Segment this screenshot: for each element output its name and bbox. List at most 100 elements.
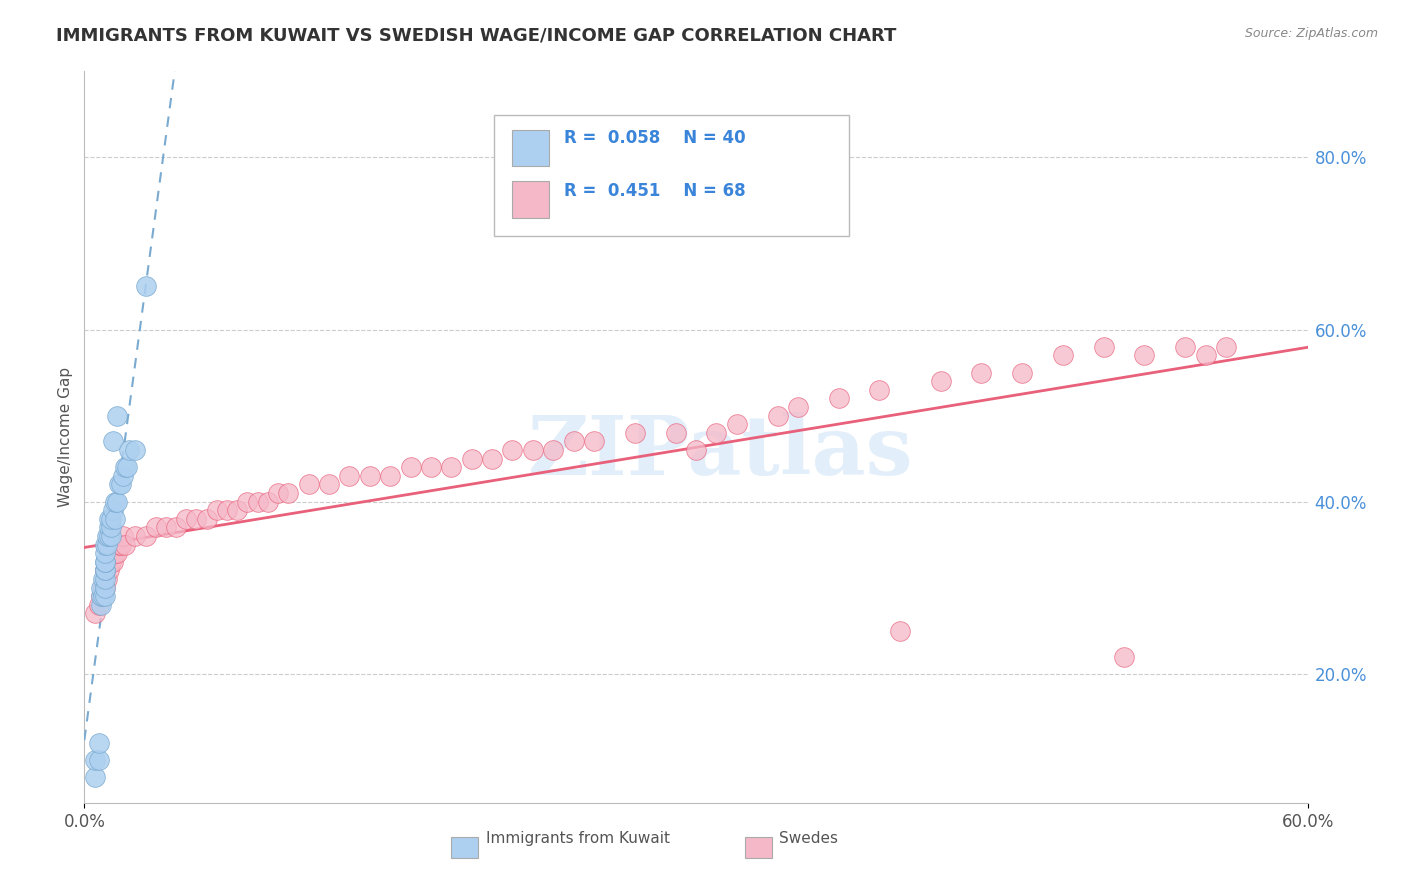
- Point: [90, 598, 112, 612]
- Point: [929, 374, 952, 388]
- Point: [685, 442, 707, 457]
- Text: R =  0.058    N = 40: R = 0.058 N = 40: [564, 129, 745, 147]
- Point: [118, 442, 141, 457]
- Point: [101, 503, 124, 517]
- Point: [1215, 340, 1237, 354]
- Point: [108, 477, 131, 491]
- Point: [440, 460, 463, 475]
- Point: [115, 460, 138, 475]
- Point: [112, 468, 135, 483]
- Bar: [513, 181, 550, 218]
- Point: [93, 572, 115, 586]
- Bar: [745, 838, 772, 858]
- Text: R =  0.451    N = 68: R = 0.451 N = 68: [564, 182, 745, 200]
- Point: [101, 555, 124, 569]
- Point: [339, 468, 361, 483]
- Point: [91, 572, 114, 586]
- Point: [236, 494, 259, 508]
- Point: [970, 366, 993, 380]
- Point: [97, 520, 120, 534]
- Point: [725, 417, 748, 432]
- Point: [93, 581, 115, 595]
- Point: [1011, 366, 1033, 380]
- Point: [105, 494, 128, 508]
- Point: [87, 598, 110, 612]
- Point: [543, 442, 565, 457]
- Point: [298, 477, 321, 491]
- FancyBboxPatch shape: [494, 115, 849, 235]
- Point: [83, 770, 105, 784]
- Bar: [451, 838, 478, 858]
- Text: Swedes: Swedes: [779, 831, 838, 847]
- Point: [502, 442, 524, 457]
- Point: [114, 460, 136, 475]
- Point: [706, 425, 728, 440]
- Point: [186, 512, 208, 526]
- Point: [380, 468, 402, 483]
- Point: [108, 538, 131, 552]
- Point: [93, 555, 115, 569]
- Point: [100, 520, 122, 534]
- Point: [399, 460, 422, 475]
- Point: [100, 512, 122, 526]
- Point: [267, 486, 290, 500]
- Point: [110, 477, 132, 491]
- Point: [195, 512, 218, 526]
- Point: [93, 589, 115, 603]
- Point: [104, 546, 127, 560]
- Point: [91, 589, 114, 603]
- Point: [562, 434, 585, 449]
- Point: [93, 564, 115, 578]
- Point: [100, 555, 122, 569]
- Y-axis label: Wage/Income Gap: Wage/Income Gap: [58, 367, 73, 508]
- Point: [624, 425, 647, 440]
- Point: [105, 409, 128, 423]
- Point: [90, 589, 112, 603]
- Point: [87, 735, 110, 749]
- Text: Immigrants from Kuwait: Immigrants from Kuwait: [485, 831, 669, 847]
- Point: [93, 581, 115, 595]
- Point: [91, 581, 114, 595]
- Point: [90, 589, 112, 603]
- Point: [766, 409, 789, 423]
- Point: [1114, 649, 1136, 664]
- Point: [155, 520, 177, 534]
- Point: [420, 460, 443, 475]
- Point: [93, 538, 115, 552]
- Point: [87, 753, 110, 767]
- Point: [145, 520, 167, 534]
- Point: [217, 503, 239, 517]
- Point: [124, 529, 146, 543]
- Point: [105, 546, 128, 560]
- Point: [135, 529, 157, 543]
- Point: [97, 546, 120, 560]
- Point: [481, 451, 503, 466]
- Point: [828, 392, 851, 406]
- Point: [1174, 340, 1197, 354]
- Point: [1133, 348, 1156, 362]
- Point: [104, 512, 127, 526]
- Point: [101, 434, 124, 449]
- Point: [96, 538, 118, 552]
- Point: [1052, 348, 1074, 362]
- Point: [889, 624, 911, 638]
- Point: [97, 529, 120, 543]
- Point: [277, 486, 299, 500]
- Point: [583, 434, 606, 449]
- Point: [93, 555, 115, 569]
- Point: [205, 503, 228, 517]
- Point: [246, 494, 269, 508]
- Point: [318, 477, 340, 491]
- Point: [257, 494, 280, 508]
- Point: [665, 425, 688, 440]
- Point: [461, 451, 484, 466]
- Point: [359, 468, 381, 483]
- Point: [96, 529, 118, 543]
- Point: [226, 503, 249, 517]
- Point: [100, 529, 122, 543]
- Point: [1195, 348, 1218, 362]
- Point: [124, 442, 146, 457]
- Point: [174, 512, 197, 526]
- Bar: [513, 130, 550, 167]
- Point: [97, 512, 120, 526]
